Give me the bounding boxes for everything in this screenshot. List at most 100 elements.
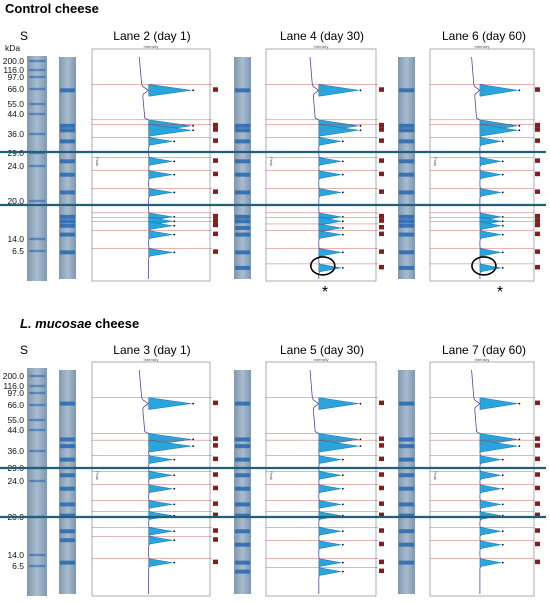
peak-apex-dot (341, 220, 344, 223)
kda-marker-label: 6.5 (12, 561, 24, 571)
gel-band (399, 444, 414, 449)
peak-area (318, 526, 341, 536)
peak-marker-box (535, 213, 540, 219)
standard-band (29, 384, 45, 388)
peak-apex-dot (518, 402, 521, 405)
peak-marker-box (535, 171, 540, 177)
peak-marker-box (535, 485, 540, 491)
peak-marker-box (213, 512, 218, 518)
peak-apex-dot (518, 438, 521, 441)
standard-band (29, 59, 45, 63)
peak-apex-dot (359, 89, 362, 92)
gel-band (399, 542, 414, 547)
peak-marker-box (535, 541, 540, 547)
peak-marker-box (535, 87, 540, 92)
standard-band (29, 418, 45, 422)
kda-marker-label: 44.0 (7, 425, 24, 435)
peak-marker-box (213, 400, 218, 406)
peak-marker-box (379, 512, 384, 518)
standard-lane-label: S (20, 343, 28, 357)
lane-7-day-60: Lane 7 (day 60) Intensity Peak (398, 343, 540, 597)
peak-marker-box (535, 138, 540, 143)
peak-apex-dot (173, 233, 176, 236)
peak-marker-box (379, 400, 384, 406)
gel-band (399, 223, 414, 228)
peak-marker-box (379, 472, 384, 477)
gel-band (235, 123, 250, 128)
peak-area (148, 397, 192, 410)
peak-apex-dot (501, 503, 504, 506)
peak-apex-dot (173, 458, 176, 461)
kda-marker-label: 24.0 (7, 476, 24, 486)
peak-apex-dot (501, 173, 504, 176)
sample-gel-strip (398, 57, 415, 279)
intensity-axis-label: Intensity (144, 357, 159, 362)
standard-band (29, 87, 45, 91)
gel-band (60, 437, 75, 442)
peak-apex-dot (501, 267, 504, 269)
peak-apex-dot (173, 539, 176, 542)
standard-band (29, 449, 45, 453)
standard-band (29, 164, 45, 168)
peak-apex-dot (501, 474, 504, 477)
peak-area (318, 216, 341, 226)
peak-marker-box (213, 171, 218, 177)
kda-marker-label: 97.0 (7, 388, 24, 398)
intensity-profile (471, 56, 487, 279)
peak-marker-box (535, 222, 540, 228)
peak-area (148, 470, 173, 480)
peak-apex-dot (501, 191, 504, 194)
gel-band (399, 457, 414, 462)
gel-band (60, 139, 75, 144)
peak-marker-box (213, 122, 218, 128)
peak-area (479, 455, 501, 464)
peak-marker-box (535, 218, 540, 223)
gel-band (235, 457, 250, 462)
lane-5-day-30: Lane 5 (day 30) Intensity Peak (234, 343, 384, 597)
lane-title: Lane 3 (day 1) (113, 343, 190, 357)
peak-area (479, 397, 518, 410)
peak-marker-box (379, 485, 384, 491)
peak-apex-dot (341, 561, 344, 564)
intensity-axis-label: Intensity (314, 357, 329, 362)
gel-band (60, 159, 75, 164)
gel-band (235, 88, 250, 93)
standard-band (29, 249, 45, 253)
peak-apex-dot (341, 503, 344, 506)
peak-area (148, 484, 173, 494)
peak-apex-dot (341, 570, 344, 573)
standard-band (29, 199, 45, 203)
peak-area (318, 455, 341, 464)
peak-marker-box (535, 456, 540, 462)
peak-marker-box (535, 231, 540, 237)
peak-area (148, 526, 173, 536)
peak-apex-dot (501, 530, 504, 533)
asterisk-lane-4: * (322, 284, 328, 301)
gel-band (235, 513, 250, 518)
standard-band (29, 112, 45, 116)
peak-apex-dot (518, 89, 521, 92)
peak-marker-box (213, 249, 218, 254)
gel-band (60, 513, 75, 518)
peak-area (318, 397, 359, 410)
gel-band (60, 232, 75, 237)
gel-band (235, 232, 250, 237)
peak-area (318, 540, 341, 550)
peak-apex-dot (359, 124, 362, 127)
standard-band (29, 374, 45, 378)
peak-track-label: Peak (433, 157, 438, 166)
peak-area (318, 84, 359, 97)
gel-band (399, 139, 414, 144)
peak-marker-box (213, 87, 218, 92)
peak-track-label: Peak (269, 157, 274, 166)
gel-band (60, 538, 75, 543)
kda-marker-label: 97.0 (7, 72, 24, 82)
gel-band (399, 486, 414, 491)
peak-area (148, 84, 192, 97)
gel-band (60, 250, 75, 255)
peak-marker-box (535, 472, 540, 477)
peak-area (479, 170, 501, 179)
gel-band (60, 219, 75, 224)
standard-band (29, 479, 45, 483)
